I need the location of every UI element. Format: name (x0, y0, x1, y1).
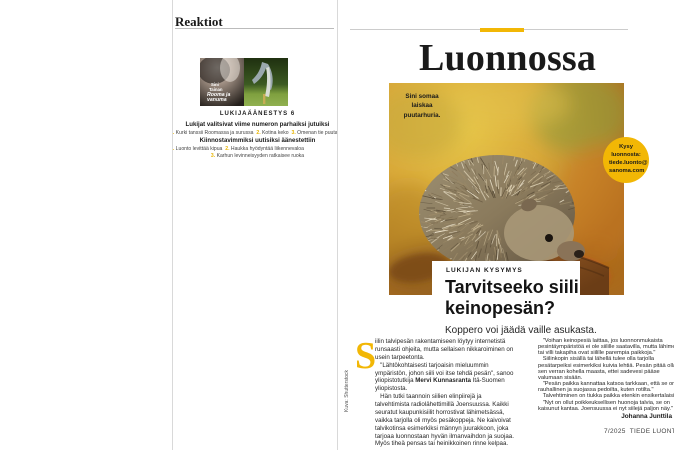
svg-text:vanuma: vanuma (207, 97, 227, 103)
